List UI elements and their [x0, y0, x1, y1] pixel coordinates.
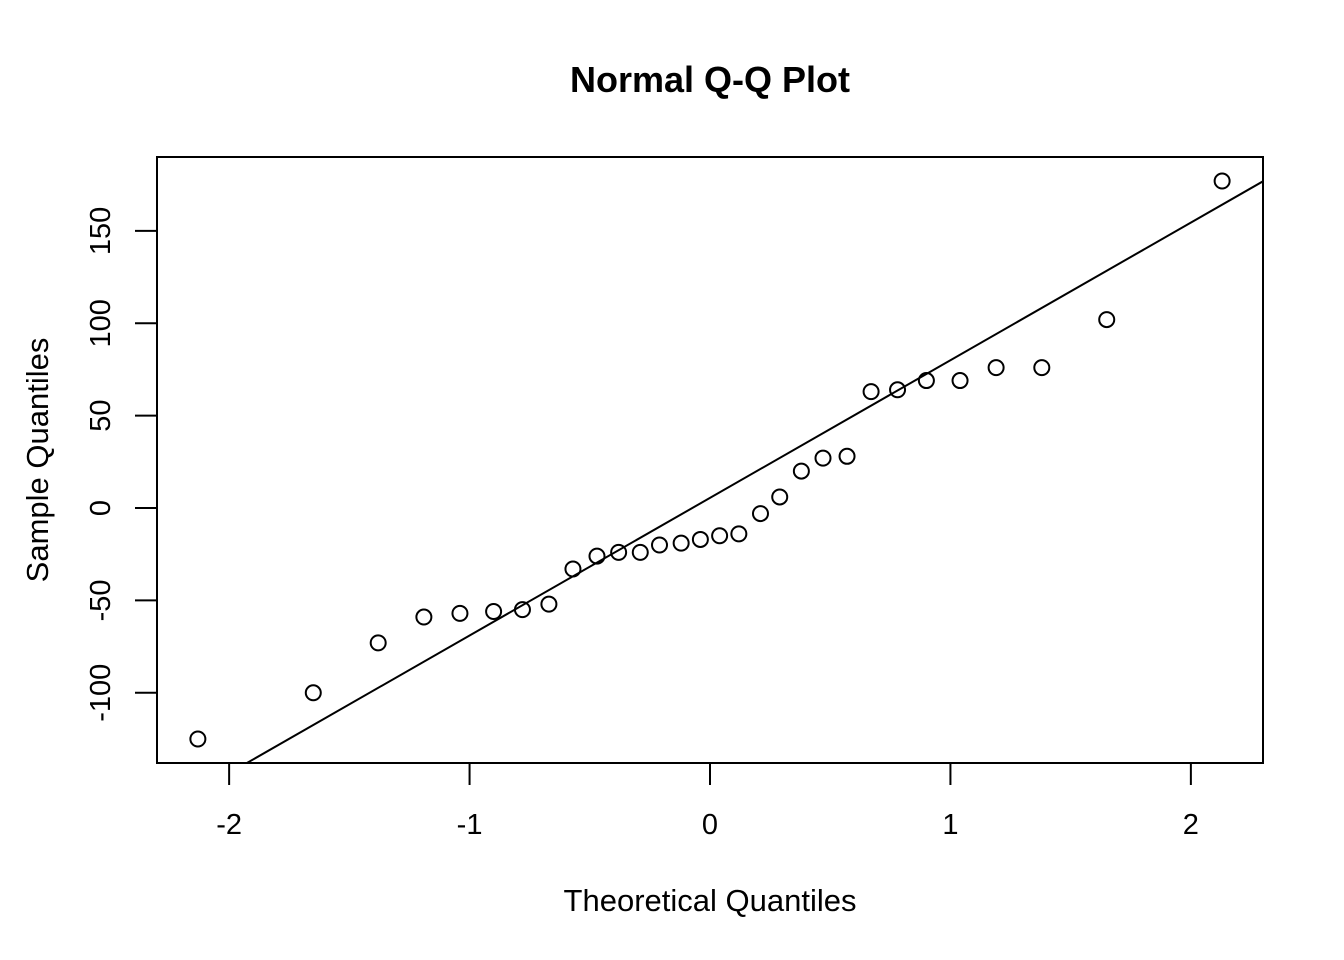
reference-line — [244, 180, 1263, 763]
data-point — [889, 381, 907, 399]
data-point — [651, 536, 669, 554]
y-tick-label: 50 — [85, 400, 117, 432]
data-point — [513, 601, 531, 619]
data-point — [792, 462, 810, 480]
y-axis-label: Sample Quantiles — [20, 338, 55, 583]
data-point — [564, 560, 582, 578]
x-axis-label: Theoretical Quantiles — [564, 883, 857, 918]
data-point — [369, 634, 387, 652]
chart-title: Normal Q-Q Plot — [570, 59, 850, 100]
data-point — [987, 359, 1005, 377]
data-point — [451, 604, 469, 622]
x-tick-label: -1 — [457, 809, 483, 841]
x-tick-label: 1 — [942, 809, 958, 841]
x-tick-label: -2 — [216, 809, 242, 841]
data-point — [415, 608, 433, 626]
data-point — [711, 527, 729, 545]
x-tick-label: 2 — [1183, 809, 1199, 841]
data-point — [485, 603, 503, 620]
data-point — [189, 730, 207, 748]
data-point — [672, 534, 690, 552]
y-tick-label: 150 — [85, 207, 117, 255]
data-point — [917, 372, 935, 390]
data-point — [751, 505, 769, 523]
data-point — [304, 684, 322, 702]
data-point — [1033, 359, 1051, 377]
data-point — [588, 547, 606, 565]
data-point — [1213, 172, 1231, 190]
y-axis: -100 -50 0 50 100 150 — [85, 207, 158, 722]
data-point — [862, 383, 880, 401]
data-point — [814, 449, 832, 467]
data-point — [1098, 311, 1116, 329]
data-point — [838, 447, 856, 465]
x-axis: -2 -1 0 1 2 — [216, 762, 1199, 841]
y-tick-label: -100 — [85, 664, 117, 722]
data-point — [951, 372, 969, 390]
data-point — [610, 543, 628, 561]
data-points — [189, 172, 1231, 748]
y-tick-label: -50 — [85, 579, 117, 621]
data-point — [691, 530, 709, 548]
y-tick-label: 0 — [85, 500, 117, 516]
data-point — [631, 543, 649, 561]
y-tick-label: 100 — [85, 299, 117, 347]
data-point — [730, 525, 748, 543]
data-point — [771, 488, 789, 506]
x-tick-label: 0 — [702, 809, 718, 841]
data-point — [540, 595, 558, 613]
